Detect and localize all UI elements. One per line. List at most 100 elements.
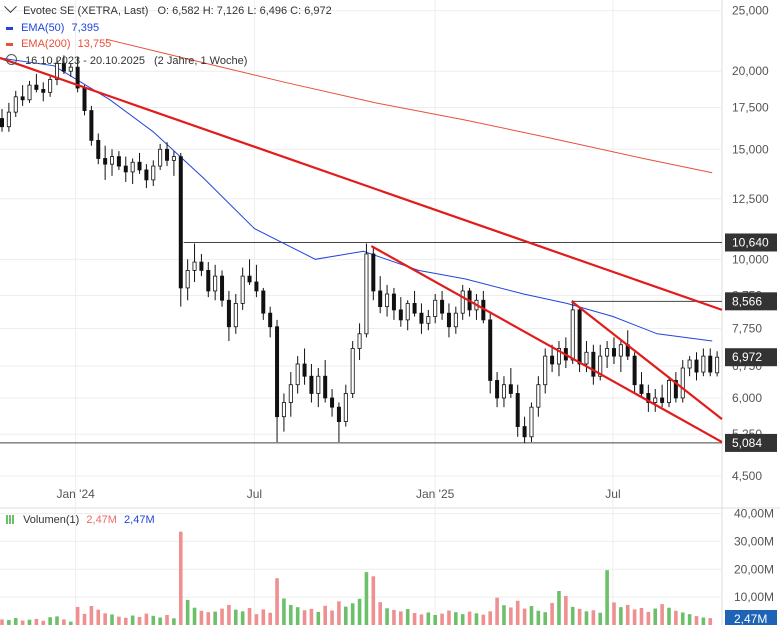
candle-body — [302, 363, 307, 377]
candle-body — [550, 355, 555, 365]
candle-body — [412, 303, 417, 314]
candle-body — [110, 156, 115, 165]
volume-bar — [708, 618, 713, 625]
volume-bar — [261, 609, 266, 625]
candle-body — [653, 397, 658, 403]
volume-bar — [48, 617, 52, 625]
volume-bar — [268, 612, 272, 625]
ema50-swatch — [6, 26, 13, 30]
ema200-legend[interactable]: EMA(200) 13,755 — [6, 38, 111, 50]
candle-body — [336, 406, 341, 422]
ema50-value: 7,395 — [71, 22, 100, 34]
volume-bar — [192, 607, 197, 625]
time-axis: Jan '24 Jul Jan '25 Jul — [56, 487, 620, 501]
candle-body — [584, 351, 589, 365]
volume-bar — [220, 608, 224, 625]
price-tag-box — [725, 292, 777, 311]
candle-body — [185, 270, 190, 289]
volume-bar — [412, 613, 417, 625]
ema200-label: EMA(200) — [21, 38, 71, 50]
y-tick-label: 6,000 — [732, 391, 762, 405]
volume-legend[interactable]: Volumen(1) 2,47M 2,47M — [6, 514, 155, 526]
volume-bar — [151, 615, 156, 625]
volume-bars — [0, 531, 713, 625]
volume-bar — [364, 572, 369, 625]
volume-bar — [89, 606, 94, 625]
candle-body — [213, 275, 218, 292]
price-tag-label: 6,972 — [732, 350, 762, 364]
candle-body — [233, 303, 238, 328]
candle-body — [618, 344, 623, 357]
candle-body — [226, 299, 231, 328]
volume-bar — [158, 617, 162, 625]
candle-body — [295, 363, 300, 386]
candle-body — [137, 161, 142, 171]
ema200-value: 13,755 — [77, 38, 112, 50]
ohlc-values: O: 6,582 H: 7,126 L: 6,496 C: 6,972 — [157, 5, 332, 17]
volume-bar — [447, 610, 451, 625]
x-tick-label: Jul — [247, 487, 262, 501]
x-tick-label: Jan '24 — [56, 487, 95, 501]
candle-body — [556, 348, 561, 365]
volume-bar — [199, 610, 204, 625]
candle-body — [357, 333, 362, 349]
ema50-legend[interactable]: EMA(50) 7,395 — [6, 22, 99, 34]
volume-bar — [316, 611, 321, 625]
candle-body — [0, 118, 4, 128]
candle-body — [694, 359, 699, 373]
candle-body — [433, 299, 438, 317]
candle-body — [130, 161, 135, 173]
candle-body — [6, 111, 11, 128]
candle-body — [660, 397, 665, 403]
volume-bar — [357, 598, 362, 625]
volume-bar — [309, 608, 314, 625]
volume-tick-label: 10,00M — [734, 590, 774, 604]
volume-bar — [646, 611, 651, 625]
candle-body — [426, 316, 431, 324]
candle-body — [529, 406, 534, 438]
volume-bar — [612, 602, 616, 625]
volume-bar — [460, 614, 465, 625]
volume-bar — [605, 570, 609, 625]
clock-icon — [6, 54, 17, 65]
ema200-swatch — [6, 42, 13, 46]
candle-body — [440, 299, 445, 314]
volume-bar — [378, 602, 382, 625]
volume-axis: 40,00M 30,00M 20,00M 10,00M — [734, 507, 774, 605]
candlesticks — [0, 55, 720, 444]
candle-body — [391, 293, 396, 311]
volume-bar — [584, 611, 589, 625]
price-tag-label: 8,566 — [732, 294, 762, 308]
volume-bar — [295, 607, 300, 625]
candle-body — [268, 312, 273, 328]
volume-bar — [536, 610, 541, 625]
x-tick-label: Jan '25 — [416, 487, 455, 501]
candle-body — [508, 384, 513, 394]
volume-bar — [178, 531, 183, 625]
volume-bar — [591, 610, 596, 625]
candle-body — [178, 156, 183, 289]
moving-averages — [0, 38, 713, 342]
candle-body — [598, 355, 603, 377]
volume-bar — [577, 608, 582, 625]
price-tag-box — [725, 348, 777, 367]
candle-body — [309, 375, 314, 394]
volume-bar — [515, 600, 520, 625]
trend-line — [370, 245, 723, 444]
candle-body — [151, 165, 156, 181]
candle-body — [61, 62, 66, 72]
volume-bar — [371, 576, 376, 625]
volume-bar — [467, 611, 472, 625]
candle-body — [123, 165, 128, 173]
instrument-name: Evotec SE (XETRA, Last) — [23, 5, 149, 17]
candle-body — [34, 84, 39, 90]
candle-body — [398, 309, 403, 321]
volume-bar — [639, 608, 644, 625]
candle-body — [220, 275, 225, 301]
y-tick-label: 12,500 — [732, 192, 769, 206]
candle-body — [708, 355, 713, 373]
candle-body — [192, 261, 197, 271]
candle-body — [144, 169, 149, 181]
volume-bar — [302, 610, 307, 625]
